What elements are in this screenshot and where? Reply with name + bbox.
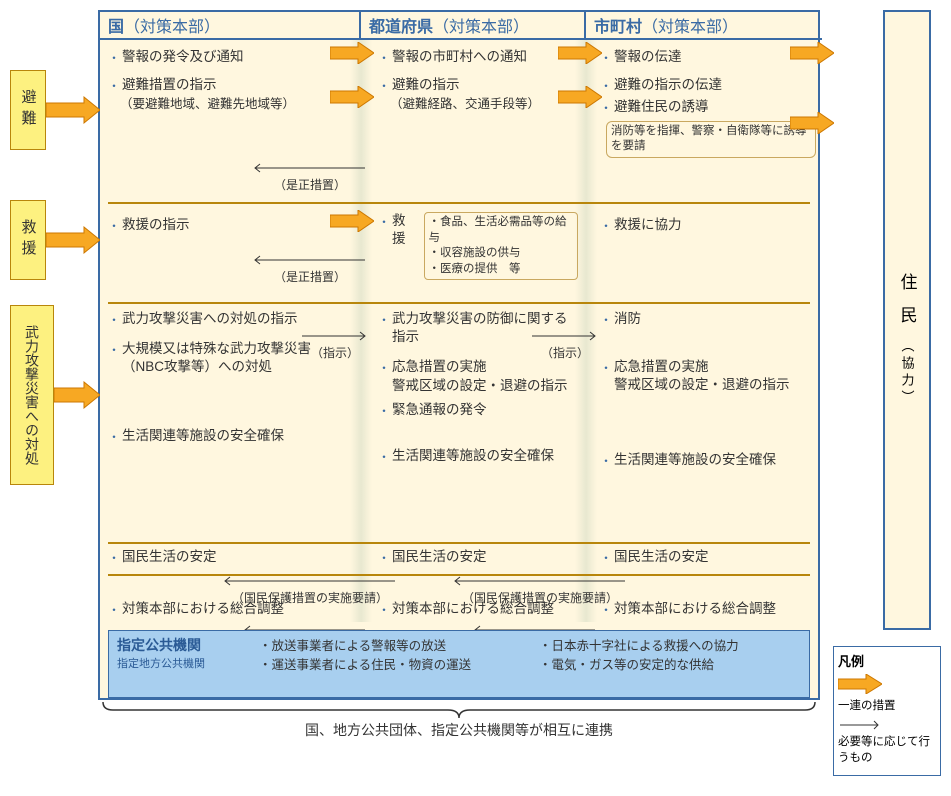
designated-institutions: 指定公共機関 指定地方公共機関 ・放送事業者による警報等の放送 ・運送事業者によ… [108, 630, 810, 698]
civil-protection-diagram: 国 （対策本部） 都道府県 （対策本部） 市町村 （対策本部） ・警報の発令及び… [0, 0, 951, 796]
buryoku-city: ・消防 ・応急措置の実施 警戒区域の設定・退避の指示 ・生活関連等施設の安全確保 [600, 310, 816, 471]
yousei-arrow-1: （国民保護措置の実施要請） [220, 575, 400, 606]
item-text: 対策本部における総合調整 [614, 600, 816, 618]
flow-arrow [558, 42, 602, 69]
col-title: 都道府県 [369, 13, 433, 37]
item-text: 武力攻撃災害への対処の指示 [122, 310, 348, 328]
residents-connector [931, 12, 937, 632]
flow-arrow [330, 210, 374, 237]
sub-item: ・収容施設の供与 [429, 246, 574, 262]
zesei-arrow-1: （是正措置） [250, 162, 370, 193]
item-text: 国民生活の安定 [614, 548, 816, 566]
flow-arrow [790, 112, 834, 139]
col-sub: （対策本部） [433, 13, 529, 37]
flow-arrow [790, 42, 834, 69]
item-text: 国民生活の安定 [122, 548, 348, 566]
kyuen-city: ・救援に協力 [600, 216, 816, 236]
arrow-label: （国民保護措置の実施要請） [450, 589, 630, 606]
side-arrow [54, 380, 100, 415]
item-sub: （要避難地域、避難先地域等） [108, 96, 348, 113]
main-grid: 国 （対策本部） 都道府県 （対策本部） 市町村 （対策本部） ・警報の発令及び… [98, 10, 820, 700]
item-text: 避難の指示 [392, 76, 573, 94]
yousei-arrow-2: （国民保護措置の実施要請） [450, 575, 630, 606]
arrow-label: （国民保護措置の実施要請） [220, 589, 400, 606]
side-arrow [46, 95, 100, 130]
item-text: 救援に協力 [614, 216, 816, 234]
zesei-arrow-2: （是正措置） [250, 254, 370, 285]
bottom-bracket-text: 国、地方公共団体、指定公共機関等が相互に連携 [98, 720, 820, 740]
legend-row1: 一連の措置 [838, 697, 936, 713]
item-sub: （避難経路、交通手段等） [378, 96, 573, 113]
designated-item: ・運送事業者による住民・物資の運送 [259, 654, 471, 673]
designated-item: ・放送事業者による警報等の放送 [259, 635, 471, 654]
item-text: 救援の指示 [122, 216, 348, 234]
hinan-pref: ・警報の市町村への通知 ・避難の指示 （避難経路、交通手段等） [378, 48, 573, 113]
legend-row2: 必要等に応じて行うもの [838, 733, 936, 765]
arrow-label: （是正措置） [250, 176, 370, 193]
side-label-buryoku: 武力攻撃災害への対処 [10, 305, 54, 485]
item-text: 生活関連等施設の安全確保 [614, 451, 816, 469]
item-text: 緊急通報の発令 [392, 401, 573, 419]
side-label-hinan: 避難 [10, 70, 46, 150]
col-title: 国 [108, 13, 124, 37]
kokumin-city: ・国民生活の安定 [600, 548, 816, 568]
row-separator [108, 542, 810, 544]
sub-item: ・医療の提供 等 [429, 262, 574, 278]
kyuen-kuni: ・救援の指示 [108, 216, 348, 236]
item-text: 避難の指示の伝達 [614, 76, 816, 94]
item-text: 救援 [392, 212, 417, 280]
side-arrow [46, 225, 100, 260]
item-text: 警報の市町村への通知 [392, 48, 573, 66]
shiji-arrow-1: （指示） [300, 330, 370, 361]
legend-title: 凡例 [838, 651, 936, 670]
col-header-national: 国 （対策本部） [100, 12, 361, 40]
item-text: 応急措置の実施 警戒区域の設定・退避の指示 [392, 358, 573, 394]
legend: 凡例 一連の措置 必要等に応じて行うもの [833, 646, 941, 776]
item-text: 応急措置の実施 警戒区域の設定・退避の指示 [614, 358, 816, 394]
col-header-prefecture: 都道府県 （対策本部） [361, 12, 586, 40]
designated-item: ・日本赤十字社による救援への協力 [539, 635, 739, 654]
item-text: 生活関連等施設の安全確保 [392, 447, 573, 465]
kokumin-pref: ・国民生活の安定 [378, 548, 573, 568]
row-separator [108, 302, 810, 304]
col-sub: （対策本部） [124, 13, 220, 37]
item-text: 生活関連等施設の安全確保 [122, 427, 348, 445]
flow-arrow [558, 86, 602, 113]
item-text: 避難住民の誘導 [614, 98, 816, 116]
residents-main: 住民 [898, 273, 917, 339]
shiji-arrow-2: （指示） [530, 330, 600, 361]
arrow-label: （指示） [300, 344, 370, 361]
row-separator [108, 202, 810, 204]
col-sub: （対策本部） [642, 13, 738, 37]
kyuen-pref: ・救援 ・食品、生活必需品等の給与 ・収容施設の供与 ・医療の提供 等 [378, 212, 578, 280]
item-note: 消防等を指揮、警察・自衛隊等に誘導を要請 [606, 121, 816, 158]
sub-item: ・食品、生活必需品等の給与 [429, 215, 574, 246]
kokumin-kuni: ・国民生活の安定 [108, 548, 348, 568]
side-label-kyuen: 救援 [10, 200, 46, 280]
hinan-kuni: ・警報の発令及び通知 ・避難措置の指示 （要避難地域、避難先地域等） [108, 48, 348, 113]
arrow-label: （是正措置） [250, 268, 370, 285]
col-header-municipality: 市町村 （対策本部） [586, 12, 822, 40]
item-text: 消防 [614, 310, 816, 328]
col-title: 市町村 [594, 13, 642, 37]
hinan-city: ・警報の伝達 ・避難の指示の伝達 ・避難住民の誘導 消防等を指揮、警察・自衛隊等… [600, 48, 816, 158]
item-text: 国民生活の安定 [392, 548, 573, 566]
residents-sub: （協力） [900, 339, 915, 407]
residents-box: 住民（協力） [883, 10, 931, 630]
item-text: 警報の発令及び通知 [122, 48, 348, 66]
flow-arrow [330, 42, 374, 69]
designated-item: ・電気・ガス等の安定的な供給 [539, 654, 739, 673]
chousei-city: ・対策本部における総合調整 [600, 600, 816, 620]
arrow-label: （指示） [530, 344, 600, 361]
item-text: 警報の伝達 [614, 48, 816, 66]
flow-arrow [330, 86, 374, 113]
item-text: 避難措置の指示 [122, 76, 348, 94]
